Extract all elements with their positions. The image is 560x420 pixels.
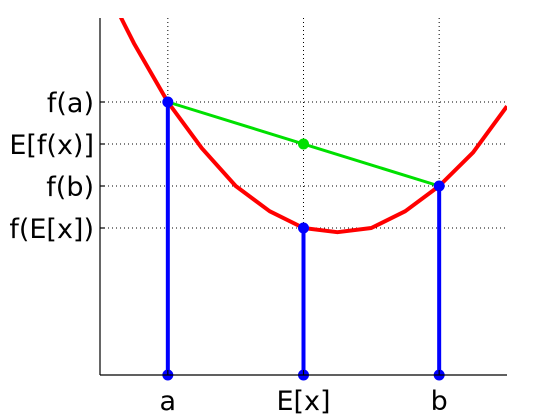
point-marker-2: [433, 180, 445, 192]
x-tick-label-1: E[x]: [276, 386, 330, 417]
x-tick-label-2: b: [431, 386, 448, 417]
stem-layer: [162, 102, 445, 381]
label-layer: f(a) E[f(x)] f(b) f(E[x]) a E[x] b: [9, 88, 447, 417]
point-layer: [162, 96, 445, 234]
y-tick-label-0: f(a): [47, 88, 94, 119]
point-marker-1: [298, 222, 309, 234]
y-tick-label-3: f(E[x]): [9, 214, 94, 245]
x-tick-label-0: a: [160, 386, 177, 417]
y-tick-label-1: E[f(x)]: [9, 130, 94, 161]
point-marker-3: [298, 138, 309, 150]
y-tick-label-2: f(b): [46, 172, 94, 203]
axis-layer: [99, 18, 507, 376]
point-marker-0: [162, 96, 174, 108]
